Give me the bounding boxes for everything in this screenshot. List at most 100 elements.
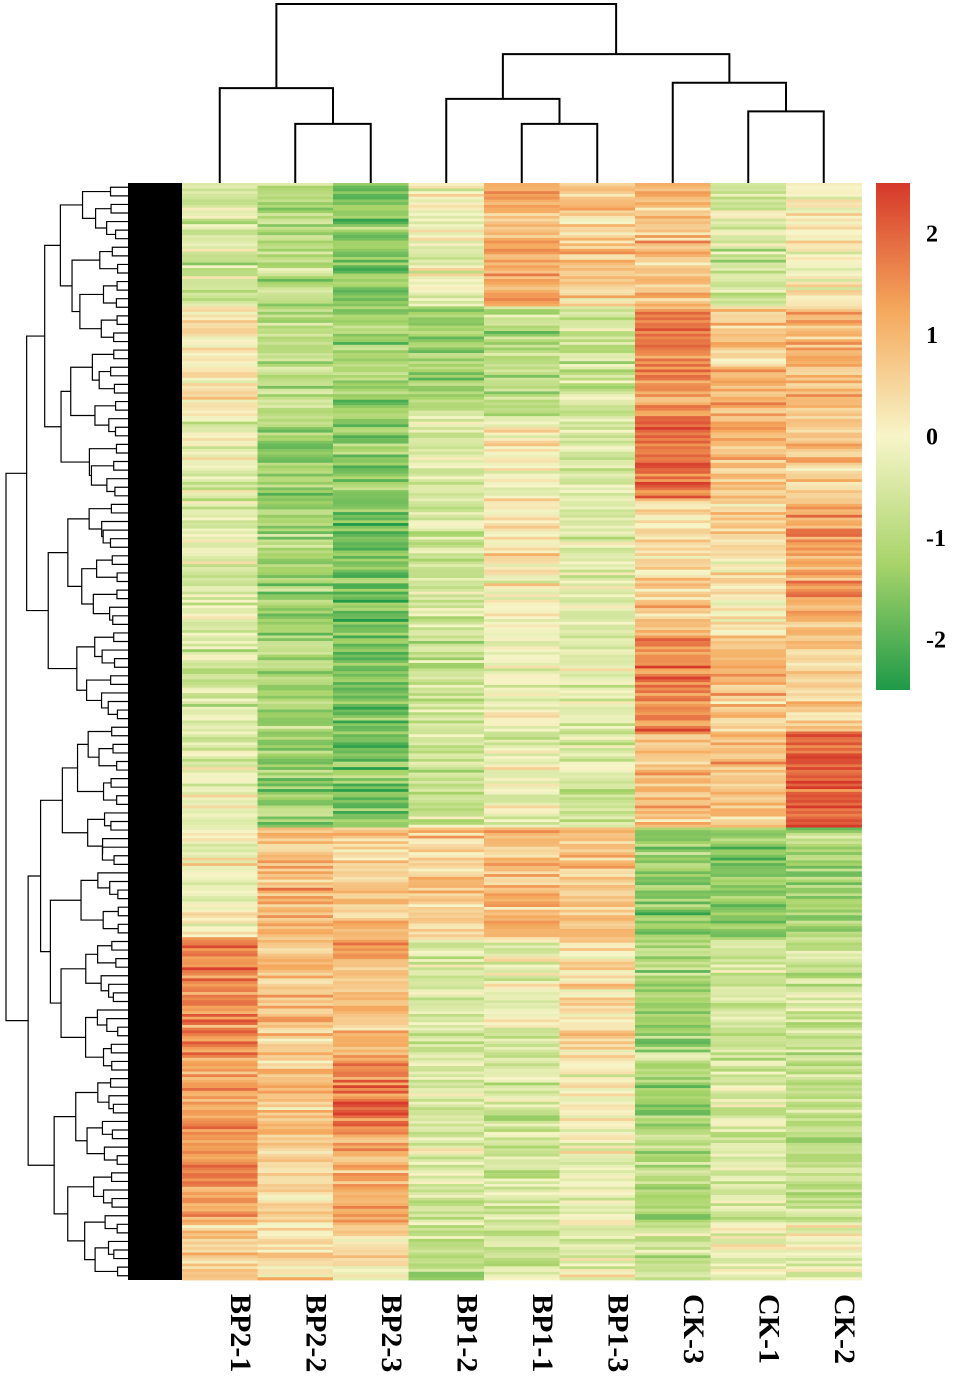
heat-cell [786,775,862,779]
heat-cell [559,459,636,464]
heat-cell [408,435,485,439]
heat-cell [710,542,787,546]
heat-cell [710,970,787,974]
heat-cell [333,520,409,524]
heat-cell [408,786,485,790]
heat-cell [484,498,560,502]
heat-cell [333,528,409,532]
heat-cell [786,457,862,461]
heat-cell [710,1112,787,1116]
heat-cell [484,997,560,1001]
heat-cell [559,1247,636,1251]
heat-cell [559,232,636,236]
heat-cell [257,690,334,694]
heat-cell [786,591,862,595]
heat-cell [484,421,560,425]
heat-cell [559,605,636,609]
heat-cell [635,1241,711,1245]
heat-cell [408,701,485,705]
row-dendrogram-link [102,782,117,801]
heat-cell [635,501,711,505]
heat-cell [559,377,636,381]
heat-cell [559,1192,636,1196]
row-dendrogram-link [71,259,100,313]
heat-cell [182,920,258,924]
heat-cell [182,682,258,686]
heat-cell [635,547,711,551]
heat-cell [786,1098,862,1103]
heat-cell [786,575,862,579]
heat-cell [408,1260,485,1264]
heat-cell [182,827,258,831]
heat-cell [786,832,862,837]
heat-cell [257,320,334,324]
heat-cell [333,950,409,955]
heat-cell [182,278,258,283]
heat-cell [559,243,636,247]
heat-cell [408,1244,485,1248]
heat-cell [182,232,258,236]
heat-cell [257,1194,334,1199]
heat-cell [559,564,636,568]
heat-cell [333,841,409,845]
heat-cell [182,992,258,996]
heat-cell [257,1027,334,1031]
heat-cell [786,630,862,634]
heat-cell [257,1003,334,1007]
heat-cell [559,942,636,946]
heat-cell [257,1005,334,1009]
heat-cell [182,632,258,636]
heat-cell [710,1148,787,1152]
heat-cell [710,1038,787,1042]
heat-cell [559,610,636,614]
heat-cell [408,317,485,321]
heat-cell [786,487,862,491]
heat-cell [710,706,787,710]
heat-cell [710,317,787,321]
heat-cell [257,523,334,527]
heat-cell [333,816,409,820]
heat-cell [635,1170,711,1174]
heat-cell [333,566,409,571]
heat-cell [559,566,636,571]
heat-cell [559,671,636,675]
heat-cell [257,1082,334,1086]
heat-cell [182,1033,258,1037]
heat-cell [559,449,636,453]
heat-cell [484,660,560,664]
heat-cell [257,344,334,348]
heat-cell [484,1090,560,1094]
heat-cell [635,1200,711,1204]
heat-cell [786,959,862,963]
heat-cell [333,561,409,565]
heat-cell [786,366,862,370]
heat-cell [559,852,636,856]
heat-cell [710,1175,787,1179]
heat-cell [182,750,258,754]
heat-cell [408,391,485,395]
heat-cell [484,259,560,263]
heat-cell [635,377,711,381]
heat-cell [257,660,334,664]
heat-cell [635,361,711,365]
heat-cell [257,602,334,606]
heat-cell [710,1044,787,1048]
row-dendrogram-link [94,636,114,658]
heat-cell [635,641,711,645]
heat-cell [786,1181,862,1185]
heat-cell [182,1258,258,1262]
heat-cell [710,879,787,883]
heat-cell [786,514,862,518]
heat-cell [484,235,560,239]
heat-cell [182,885,258,889]
heat-cell [786,240,862,244]
heat-cell [710,638,787,642]
heat-cell [786,698,862,702]
heat-cell [408,1194,485,1199]
heat-cell [484,481,560,486]
heat-cell [182,306,258,310]
heat-cell [786,1167,862,1171]
heat-cell [635,1151,711,1155]
heat-cell [559,704,636,708]
heat-cell [257,588,334,593]
